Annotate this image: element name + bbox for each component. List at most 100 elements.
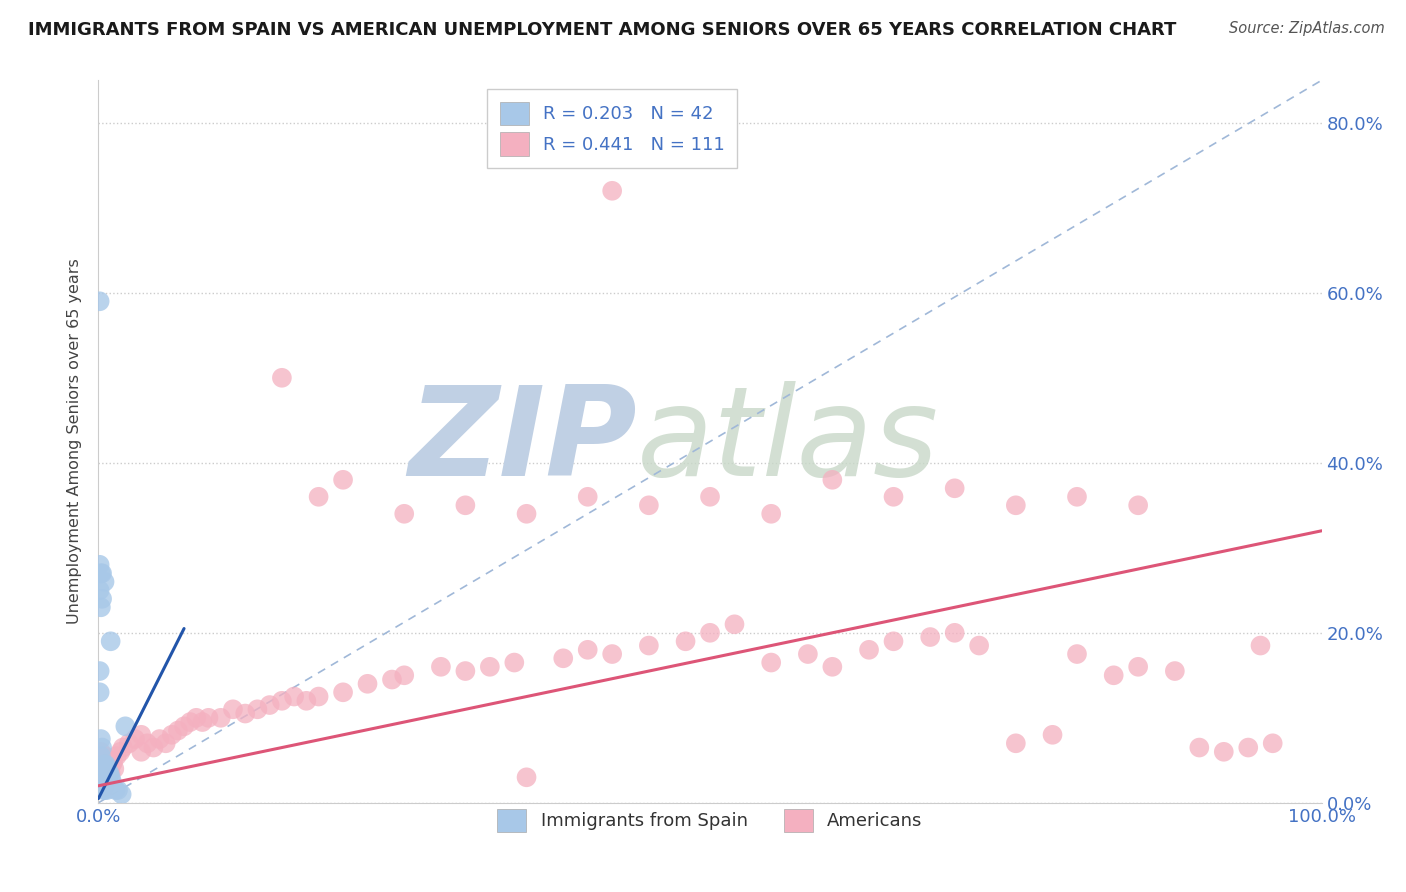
- Point: [100, 753, 122, 767]
- Point: [89, 294, 111, 309]
- Point: [90, 757, 112, 772]
- Point: [1102, 668, 1125, 682]
- Point: [91, 783, 114, 797]
- Point: [1164, 664, 1187, 678]
- Point: [101, 755, 124, 769]
- Point: [259, 698, 281, 712]
- Text: IMMIGRANTS FROM SPAIN VS AMERICAN UNEMPLOYMENT AMONG SENIORS OVER 65 YEARS CORRE: IMMIGRANTS FROM SPAIN VS AMERICAN UNEMPL…: [28, 21, 1177, 38]
- Point: [98, 762, 121, 776]
- Point: [89, 770, 111, 784]
- Point: [89, 664, 111, 678]
- Point: [797, 647, 820, 661]
- Point: [105, 749, 128, 764]
- Point: [821, 660, 844, 674]
- Point: [381, 673, 404, 687]
- Point: [91, 740, 114, 755]
- Point: [1004, 736, 1026, 750]
- Point: [93, 574, 115, 589]
- Point: [111, 740, 134, 755]
- Point: [1261, 736, 1284, 750]
- Point: [155, 736, 177, 750]
- Point: [454, 664, 477, 678]
- Point: [91, 770, 114, 784]
- Point: [191, 714, 214, 729]
- Point: [91, 762, 114, 776]
- Point: [883, 490, 905, 504]
- Point: [97, 766, 120, 780]
- Point: [209, 711, 232, 725]
- Point: [90, 749, 112, 764]
- Point: [179, 714, 201, 729]
- Point: [600, 184, 623, 198]
- Point: [1212, 745, 1234, 759]
- Point: [91, 591, 114, 606]
- Point: [1128, 498, 1150, 512]
- Point: [858, 642, 880, 657]
- Point: [89, 558, 111, 572]
- Point: [943, 481, 966, 495]
- Point: [97, 772, 120, 786]
- Point: [96, 757, 118, 772]
- Point: [91, 779, 114, 793]
- Point: [270, 694, 294, 708]
- Point: [89, 753, 111, 767]
- Point: [94, 757, 117, 772]
- Point: [90, 566, 112, 581]
- Point: [600, 647, 623, 661]
- Point: [100, 634, 122, 648]
- Point: [1249, 639, 1271, 653]
- Point: [478, 660, 501, 674]
- Point: [553, 651, 575, 665]
- Point: [515, 770, 537, 784]
- Point: [97, 760, 120, 774]
- Point: [90, 762, 112, 776]
- Point: [89, 583, 111, 598]
- Point: [91, 779, 114, 793]
- Point: [101, 774, 124, 789]
- Point: [94, 770, 117, 784]
- Point: [97, 779, 120, 793]
- Point: [96, 774, 118, 789]
- Point: [90, 745, 112, 759]
- Point: [637, 639, 661, 653]
- Point: [118, 736, 141, 750]
- Point: [103, 762, 125, 776]
- Point: [96, 762, 118, 776]
- Point: [91, 749, 114, 764]
- Point: [246, 702, 269, 716]
- Point: [883, 634, 905, 648]
- Point: [1237, 740, 1260, 755]
- Point: [761, 656, 783, 670]
- Point: [173, 719, 195, 733]
- Point: [576, 490, 599, 504]
- Text: ZIP: ZIP: [408, 381, 637, 502]
- Point: [93, 760, 115, 774]
- Point: [675, 634, 697, 648]
- Point: [142, 740, 165, 755]
- Point: [308, 690, 330, 704]
- Point: [308, 490, 330, 504]
- Point: [96, 770, 118, 784]
- Point: [1188, 740, 1211, 755]
- Point: [110, 745, 132, 759]
- Point: [392, 668, 416, 682]
- Point: [821, 473, 844, 487]
- Point: [98, 779, 121, 793]
- Point: [270, 371, 294, 385]
- Point: [233, 706, 256, 721]
- Point: [100, 770, 122, 784]
- Point: [107, 783, 129, 797]
- Point: [94, 755, 117, 769]
- Text: Source: ZipAtlas.com: Source: ZipAtlas.com: [1229, 21, 1385, 36]
- Point: [91, 774, 114, 789]
- Point: [129, 745, 152, 759]
- Point: [283, 690, 305, 704]
- Point: [1042, 728, 1064, 742]
- Point: [90, 600, 112, 615]
- Point: [1004, 498, 1026, 512]
- Point: [920, 630, 942, 644]
- Point: [91, 764, 114, 778]
- Point: [101, 780, 124, 795]
- Point: [93, 770, 115, 784]
- Y-axis label: Unemployment Among Seniors over 65 years: Unemployment Among Seniors over 65 years: [67, 259, 83, 624]
